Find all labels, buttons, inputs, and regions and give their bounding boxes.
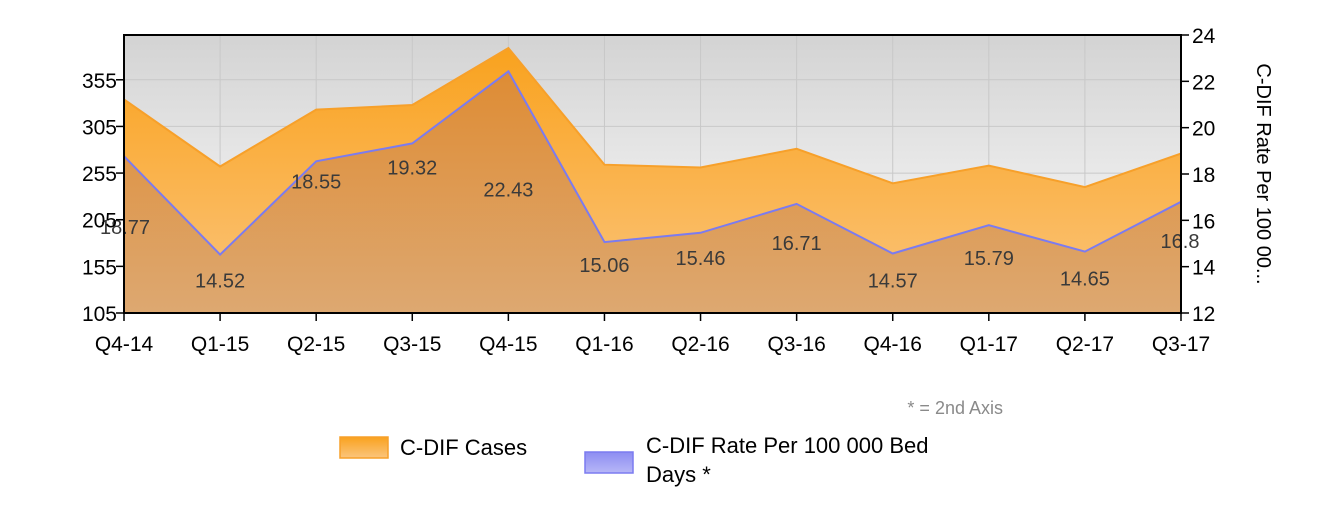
series-rate-area: [124, 71, 1181, 314]
data-label-1: 14.52: [195, 271, 245, 293]
left-label-105: 105: [82, 303, 117, 326]
x-label-Q3-16: Q3-16: [767, 333, 825, 356]
legend-swatch-cases: [339, 436, 389, 459]
right-axis-title: C-DIF Rate Per 100 00...: [1252, 63, 1274, 284]
x-axis-labels: Q4-14 Q1-15 Q2-15 Q3-15 Q4-15 Q1-16 Q2-16 Q3-16…: [95, 333, 1210, 356]
x-label-Q3-15: Q3-15: [383, 333, 441, 356]
right-label-22: 22: [1192, 71, 1215, 94]
right-label-16: 16: [1192, 210, 1215, 233]
x-label-Q1-17: Q1-17: [960, 333, 1018, 356]
legend-swatch-rate: [584, 451, 634, 474]
right-label-18: 18: [1192, 164, 1215, 187]
axis-ticks: [116, 34, 1189, 321]
x-label-Q2-16: Q2-16: [671, 333, 729, 356]
data-label-10: 14.65: [1060, 269, 1110, 291]
data-label-4: 22.43: [483, 179, 533, 201]
data-label-3: 19.32: [387, 157, 437, 179]
left-label-205: 205: [82, 210, 117, 233]
data-label-2: 18.55: [291, 171, 341, 193]
x-label-Q4-15: Q4-15: [479, 333, 537, 356]
data-label-7: 16.71: [772, 233, 822, 255]
x-label-Q1-15: Q1-15: [191, 333, 249, 356]
x-label-Q3-17: Q3-17: [1152, 333, 1210, 356]
x-label-Q2-17: Q2-17: [1056, 333, 1114, 356]
right-axis-labels: 12 14 16 18 20 22 24: [1192, 25, 1216, 326]
series-rate-line: [123, 69, 1182, 257]
x-label-Q1-16: Q1-16: [575, 333, 633, 356]
legend-label-rate-line2: Days *: [646, 462, 711, 487]
right-label-20: 20: [1192, 118, 1215, 141]
right-label-14: 14: [1192, 257, 1216, 280]
left-axis-labels: 105 155 205 255 305 355: [82, 70, 117, 326]
right-label-12: 12: [1192, 303, 1215, 326]
right-label-24: 24: [1192, 25, 1216, 48]
x-label-Q4-14: Q4-14: [95, 333, 154, 356]
data-label-8: 14.57: [868, 270, 918, 292]
legend-label-cases: C-DIF Cases: [400, 435, 527, 460]
left-label-155: 155: [82, 256, 117, 279]
x-label-Q2-15: Q2-15: [287, 333, 345, 356]
left-label-305: 305: [82, 116, 117, 139]
legend: C-DIF Cases C-DIF Rate Per 100 000 Bed D…: [339, 433, 928, 487]
legend-label-rate-line1: C-DIF Rate Per 100 000 Bed: [646, 433, 928, 458]
left-label-255: 255: [82, 163, 117, 186]
data-label-5: 15.06: [579, 255, 629, 277]
data-label-9: 15.79: [964, 248, 1014, 270]
data-label-6: 15.46: [676, 248, 726, 270]
x-label-Q4-16: Q4-16: [864, 333, 922, 356]
second-axis-note: * = 2nd Axis: [907, 398, 1003, 418]
left-label-355: 355: [82, 70, 117, 93]
